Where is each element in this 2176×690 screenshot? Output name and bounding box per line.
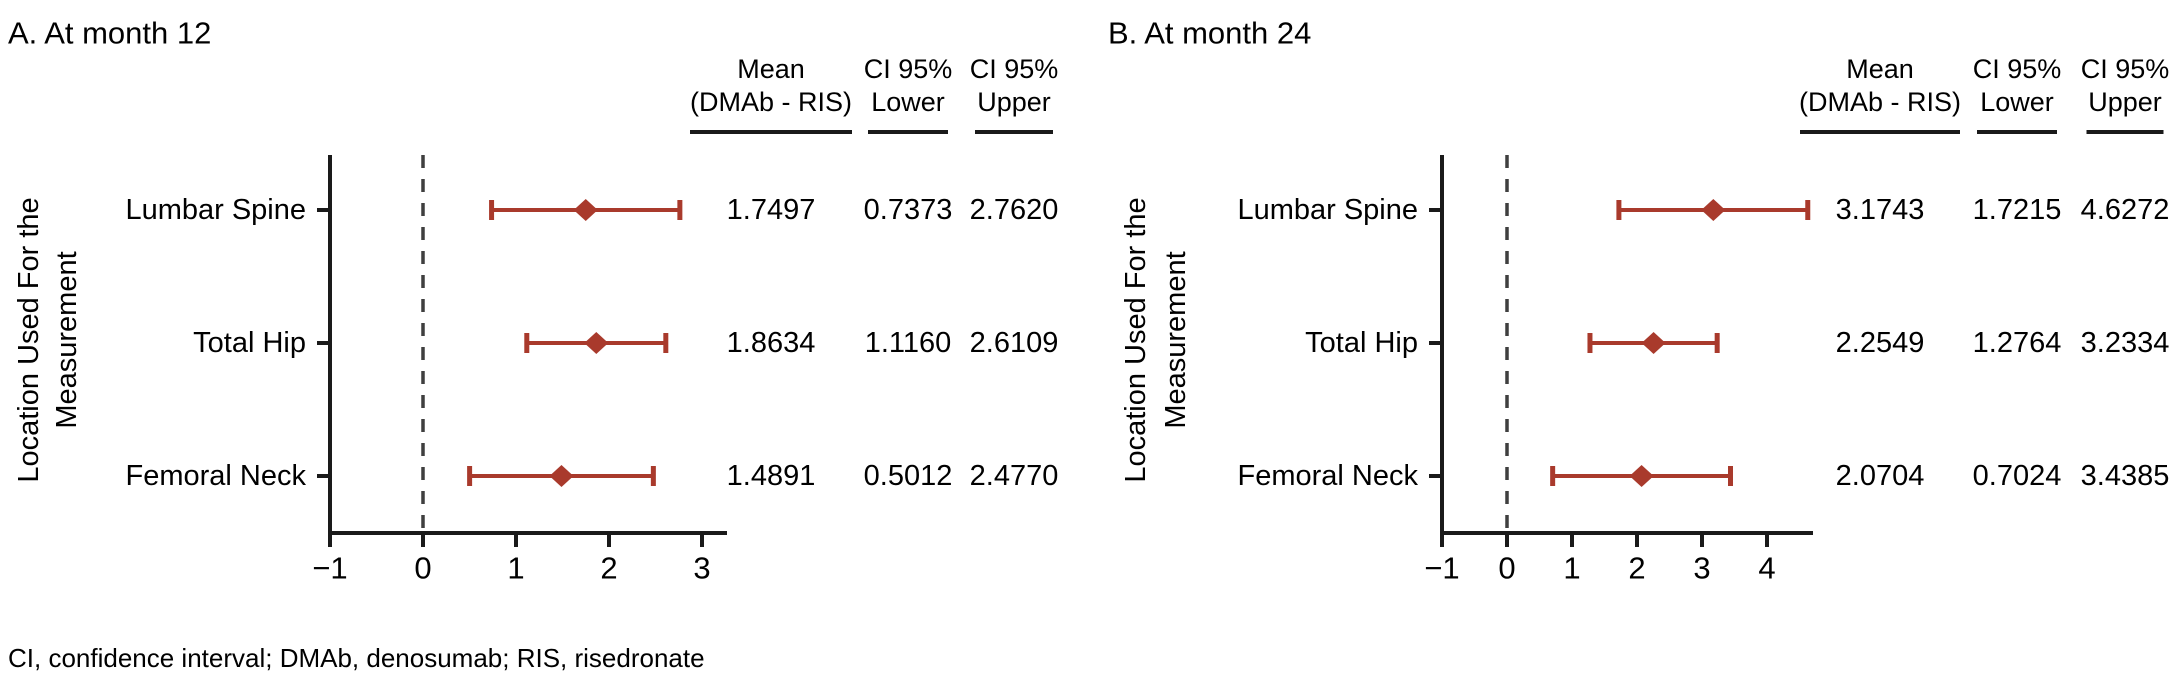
y-axis-label: Location Used For the — [1120, 197, 1152, 482]
column-header-ci-upper: CI 95% — [970, 54, 1059, 84]
panel-title: A. At month 12 — [8, 16, 211, 51]
ci-lower-value: 0.7373 — [864, 194, 953, 226]
panel-b-chart: B. At month 24 Location Used For the Measu… — [1108, 16, 2170, 586]
category-label: Femoral Neck — [126, 460, 307, 492]
ci-upper-value: 2.7620 — [970, 194, 1059, 226]
ci-upper-value: 3.2334 — [2081, 327, 2170, 359]
x-axis-tick-label: 4 — [1758, 551, 1775, 586]
column-header-mean: (DMAb - RIS) — [690, 87, 852, 117]
ci-upper-value: 3.4385 — [2081, 460, 2170, 492]
mean-value: 1.7497 — [727, 194, 816, 226]
mean-diamond-marker — [573, 199, 598, 221]
mean-value: 3.1743 — [1836, 194, 1925, 226]
x-axis-tick-label: −1 — [312, 551, 347, 586]
column-header-ci-upper: Upper — [2088, 87, 2162, 117]
panel-a-chart: A. At month 12 Location Used For the Measu… — [8, 16, 1059, 586]
ci-lower-value: 1.1160 — [865, 327, 952, 359]
column-header-ci-lower: Lower — [1980, 87, 2054, 117]
category-label: Femoral Neck — [1238, 460, 1419, 492]
mean-diamond-marker — [1701, 199, 1726, 221]
column-header-ci-lower: CI 95% — [1973, 54, 2062, 84]
x-axis-tick-label: 1 — [1563, 551, 1580, 586]
mean-value: 2.0704 — [1836, 460, 1925, 492]
column-header-mean: Mean — [1846, 54, 1914, 84]
ci-error-bar — [524, 332, 669, 354]
x-axis-tick-label: 0 — [1498, 551, 1515, 586]
panel-title: B. At month 24 — [1108, 16, 1311, 51]
mean-diamond-marker — [1641, 332, 1666, 354]
category-label: Lumbar Spine — [125, 194, 306, 226]
category-label: Lumbar Spine — [1237, 194, 1418, 226]
mean-value: 1.4891 — [727, 460, 816, 492]
column-header-ci-lower: CI 95% — [864, 54, 953, 84]
mean-diamond-marker — [549, 465, 574, 487]
x-axis-tick-label: 3 — [693, 551, 710, 586]
ci-error-bar — [1587, 332, 1720, 354]
mean-diamond-marker — [584, 332, 609, 354]
column-header-ci-upper: CI 95% — [2081, 54, 2170, 84]
column-header-ci-upper: Upper — [977, 87, 1051, 117]
column-header-ci-lower: Lower — [871, 87, 945, 117]
ci-error-bar — [467, 465, 656, 487]
x-axis-tick-label: 1 — [507, 551, 524, 586]
ci-error-bar — [1550, 465, 1734, 487]
y-axis-label: Measurement — [51, 251, 83, 428]
ci-lower-value: 0.5012 — [864, 460, 953, 492]
ci-upper-value: 4.6272 — [2081, 194, 2170, 226]
mean-diamond-marker — [1629, 465, 1654, 487]
x-axis-tick-label: 0 — [414, 551, 431, 586]
mean-value: 1.8634 — [727, 327, 816, 359]
ci-upper-value: 2.6109 — [970, 327, 1059, 359]
x-axis-tick-label: −1 — [1424, 551, 1459, 586]
category-label: Total Hip — [193, 327, 306, 359]
column-header-mean: Mean — [737, 54, 805, 84]
x-axis-tick-label: 3 — [1693, 551, 1710, 586]
y-axis-label: Location Used For the — [13, 197, 45, 482]
ci-error-bar — [489, 199, 683, 221]
mean-value: 2.2549 — [1836, 327, 1925, 359]
ci-upper-value: 2.4770 — [970, 460, 1059, 492]
x-axis-tick-label: 2 — [1628, 551, 1645, 586]
ci-lower-value: 1.7215 — [1973, 194, 2062, 226]
x-axis-tick-label: 2 — [600, 551, 617, 586]
ci-lower-value: 1.2764 — [1973, 327, 2062, 359]
ci-error-bar — [1616, 199, 1811, 221]
ci-lower-value: 0.7024 — [1973, 460, 2062, 492]
y-axis-label: Measurement — [1160, 251, 1192, 428]
category-label: Total Hip — [1305, 327, 1418, 359]
figure-footnote: CI, confidence interval; DMAb, denosumab… — [8, 643, 705, 673]
column-header-mean: (DMAb - RIS) — [1799, 87, 1961, 117]
